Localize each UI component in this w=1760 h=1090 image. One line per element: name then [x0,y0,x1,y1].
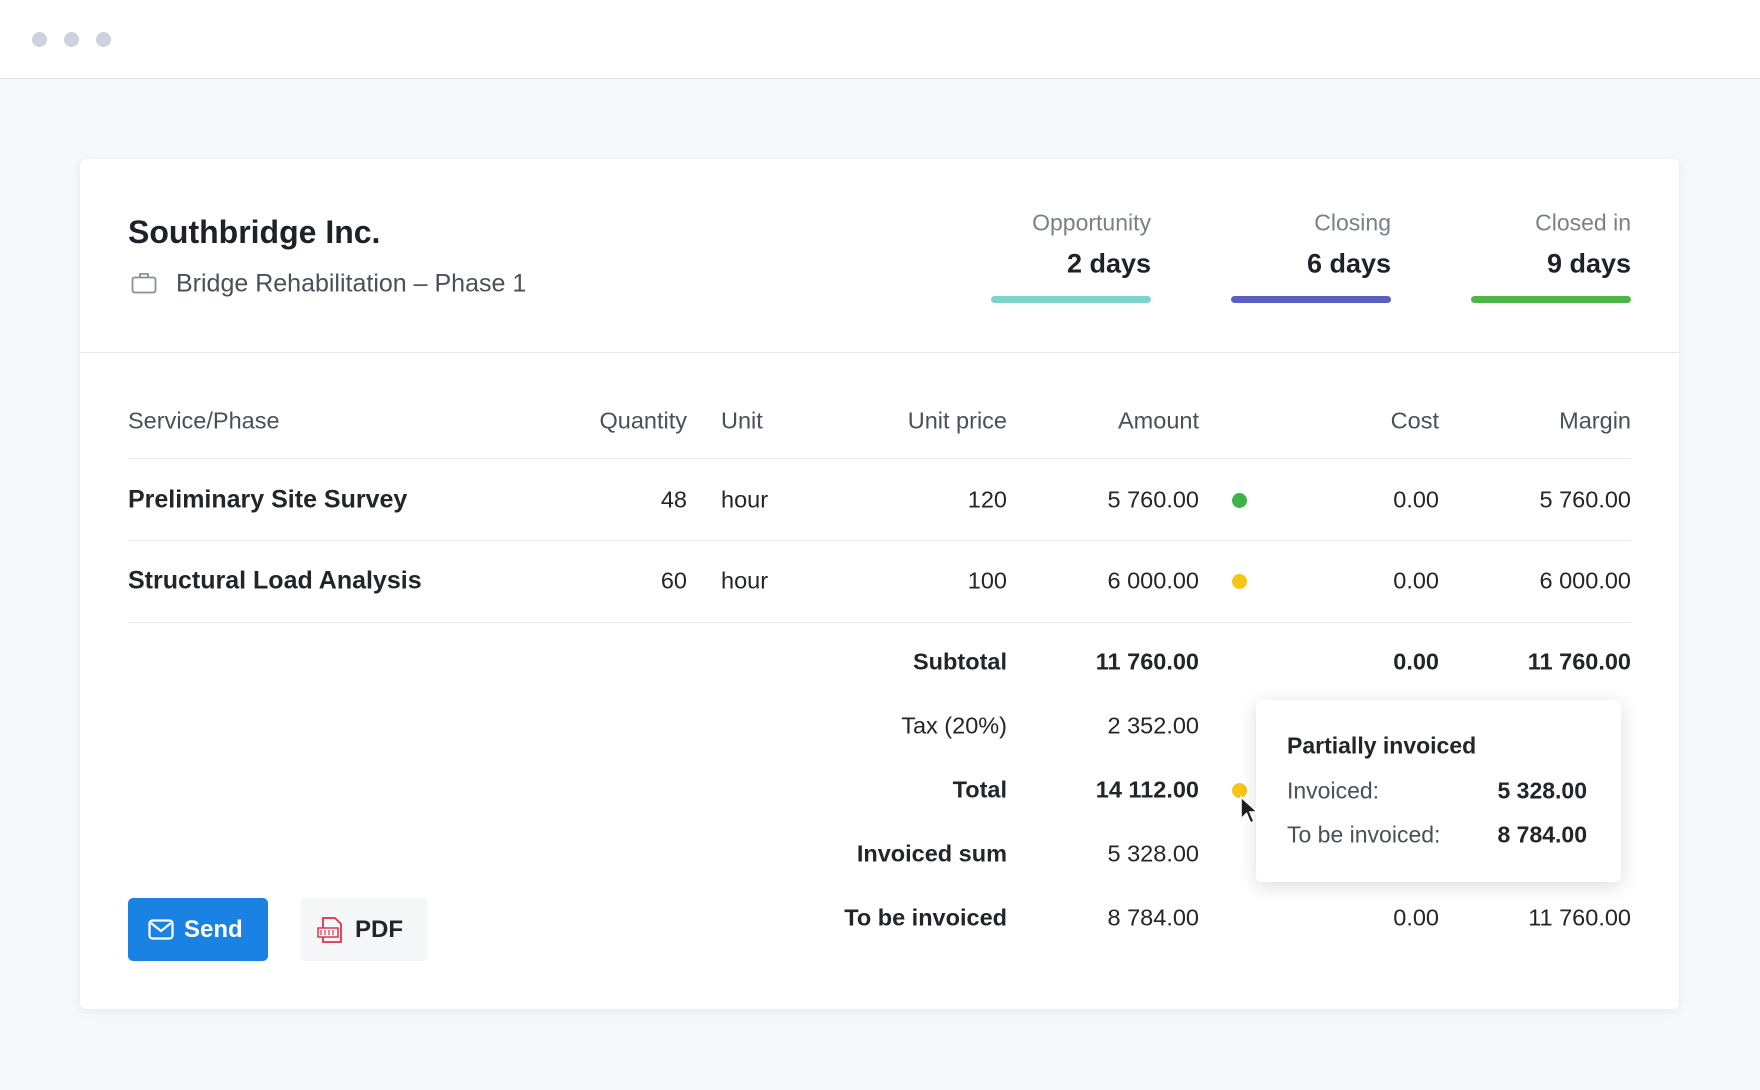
column-header: Quantity [599,407,687,434]
tooltip-value: 5 328.00 [1497,777,1587,804]
column-header: Service/Phase [128,407,280,434]
summary-amount: 5 328.00 [1107,840,1199,867]
cell: 0.00 [1393,486,1439,513]
row-divider [128,540,1631,541]
summary-label: Total [952,776,1007,803]
cell: 100 [967,567,1007,594]
cell: 60 [660,567,687,594]
stage-value: 9 days [1546,248,1631,279]
cell: 120 [967,486,1007,513]
summary-amount: 2 352.00 [1107,712,1199,739]
company-name: Southbridge Inc. [128,214,381,250]
column-header: Cost [1390,407,1439,434]
summary-margin: 11 760.00 [1527,648,1631,675]
stage-bar [1471,296,1631,303]
cell: 0.00 [1393,567,1439,594]
briefcase-icon [131,273,157,294]
summary-amount: 14 112.00 [1095,776,1199,803]
cell: 5 760.00 [1539,486,1631,513]
window-dot [32,32,47,47]
summary-label: Tax (20%) [901,712,1007,739]
button-label: Send [184,916,243,943]
cell: hour [721,486,769,513]
cell: hour [721,567,769,594]
project-name: Bridge Rehabilitation – Phase 1 [176,269,527,298]
status-dot [1232,573,1247,589]
tooltip-value: 8 784.00 [1497,821,1587,848]
cell: 6 000.00 [1539,567,1631,594]
column-header: Amount [1118,407,1199,434]
tooltip-label: Invoiced: [1287,777,1380,804]
service-name: Structural Load Analysis [128,566,422,595]
summary-amount: 11 760.00 [1095,648,1199,675]
stage-label: Closed in [1535,209,1631,236]
column-header: Margin [1559,407,1631,434]
stage-value: 2 days [1066,248,1151,279]
cell: 5 760.00 [1107,486,1199,513]
stage-bar [1231,296,1391,303]
summary-amount: 8 784.00 [1107,904,1199,931]
window-dot [64,32,79,47]
summary-cost: 0.00 [1393,904,1439,931]
send-button[interactable] [128,898,268,961]
tooltip-title: Partially invoiced [1287,732,1477,759]
button-label: PDF [355,916,403,943]
status-tooltip: Partially invoiced Invoiced: 5 328.00 To be… [1256,700,1621,882]
mail-icon [148,919,174,940]
cell: 6 000.00 [1107,567,1199,594]
row-divider [128,622,1631,623]
summary-label: To be invoiced [844,904,1007,931]
tooltip-label: To be invoiced: [1287,821,1441,848]
service-name: Preliminary Site Survey [128,485,408,514]
window-dot [96,32,111,47]
summary-label: Subtotal [913,648,1007,675]
column-header: Unit price [907,407,1007,434]
window-bar [0,0,1760,79]
cell: 48 [660,486,687,513]
header-divider [80,352,1679,353]
column-header: Unit [721,407,763,434]
summary-label: Invoiced sum [856,840,1007,867]
row-divider [128,458,1631,459]
stage-bar [991,296,1151,303]
stage-label: Closing [1314,209,1391,236]
stage-value: 6 days [1306,248,1391,279]
status-dot [1232,492,1247,508]
mouse-cursor [1240,795,1260,825]
summary-cost: 0.00 [1393,648,1439,675]
stage-label: Opportunity [1032,209,1151,236]
summary-margin: 11 760.00 [1528,904,1631,931]
status-dot [1232,782,1247,798]
pdf-icon [317,917,342,943]
